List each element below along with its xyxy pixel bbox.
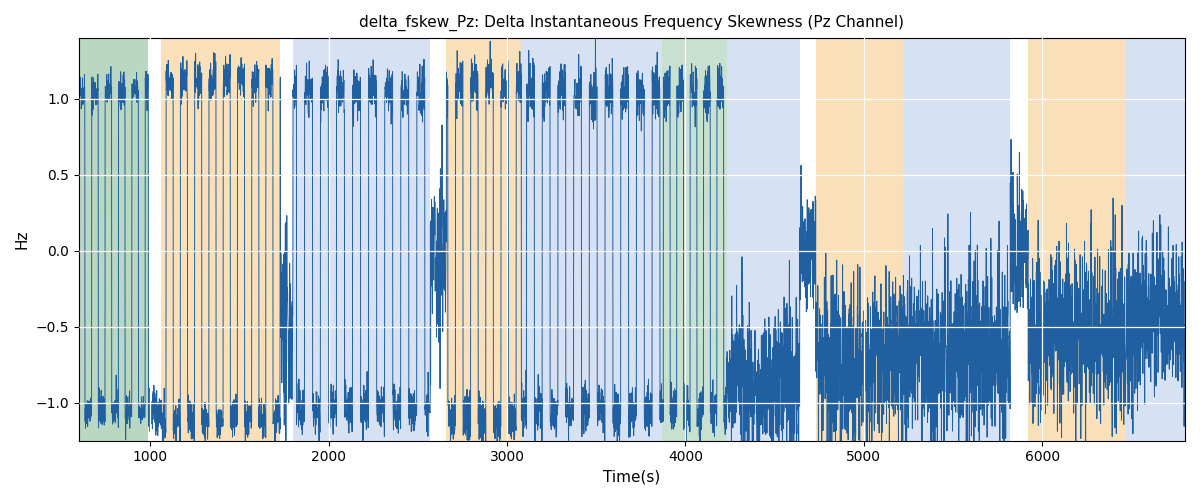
Bar	[79, 38, 149, 440]
Bar	[662, 38, 726, 440]
Bar	[726, 38, 799, 440]
Title: delta_fskew_Pz: Delta Instantaneous Frequency Skewness (Pz Channel): delta_fskew_Pz: Delta Instantaneous Freq…	[360, 15, 905, 31]
Bar	[79, 38, 149, 440]
Bar	[446, 38, 521, 440]
Bar	[816, 38, 904, 440]
X-axis label: Time(s): Time(s)	[604, 470, 660, 485]
Bar	[904, 38, 1010, 440]
Bar	[521, 38, 662, 440]
Bar	[161, 38, 281, 440]
Bar	[1126, 38, 1186, 440]
Y-axis label: Hz: Hz	[14, 230, 30, 249]
Bar	[293, 38, 431, 440]
Bar	[1028, 38, 1126, 440]
Bar	[662, 38, 726, 440]
